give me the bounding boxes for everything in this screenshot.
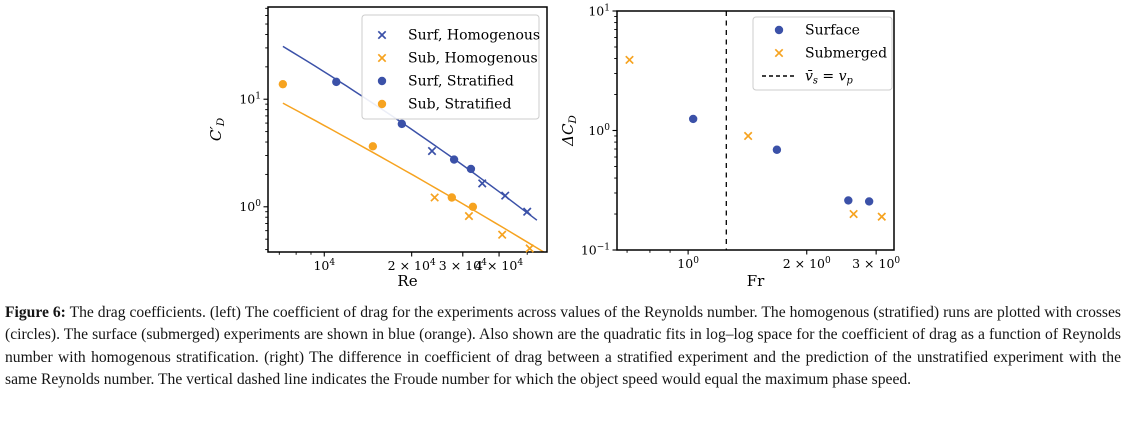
data-point-circle [368,142,378,151]
data-point-circle [466,164,476,174]
legend-label: Sub, Stratified [408,97,511,113]
series-circle [332,77,476,174]
data-point-circle [397,119,407,129]
x-tick-label: 2 × 104 [388,258,436,273]
data-point-circle [468,202,478,211]
y-axis-label: C′D [207,117,227,141]
data-point-cross [464,211,474,221]
data-point-cross [743,131,753,141]
y-tick-label: 101 [239,92,261,107]
y-tick-label: 101 [588,3,610,18]
data-point-cross [497,230,507,240]
data-point-circle [774,25,784,35]
legend-label: Surf, Homogenous [408,28,540,44]
legend-label: v̄s = vp [805,69,854,87]
data-point-cross [625,55,634,65]
series-circle [688,114,874,206]
x-tick-label: 104 [313,258,335,273]
x-tick-label: 2 × 100 [783,256,831,271]
data-point-cross [377,53,387,63]
figure-caption: Figure 6: The drag coefficients. (left) … [5,302,1121,391]
data-point-cross [427,146,437,156]
data-point-circle [377,76,387,86]
data-point-cross [525,244,535,253]
data-point-circle [377,99,387,109]
data-point-circle [447,193,457,202]
data-point-circle [864,197,874,206]
y-axis-label: ΔCD [560,115,579,147]
data-point-cross [849,209,858,219]
data-point-circle [844,196,853,205]
y-tick-label: 100 [588,123,610,138]
fit-line [282,102,545,253]
series-cross [625,55,887,221]
y-tick-label: 100 [239,199,261,214]
legend-label: Surf, Stratified [408,74,514,90]
figure-caption-text: The drag coefficients. (left) The coeffi… [5,304,1121,388]
x-axis-label: Fr [747,272,765,290]
data-point-cross [430,193,439,202]
right-plot-delta-drag: 100 2 × 100 3 × 100 101 100 10−1 Fr ΔCD Surface S… [560,3,900,290]
y-tick-label: 10−1 [581,242,610,257]
data-point-circle [772,145,782,154]
x-tick-label: 3 × 104 [439,258,487,273]
data-point-circle [332,77,341,87]
series-circle [278,79,478,211]
legend-label: Surface [805,23,860,39]
legend-label: Submerged [805,46,887,62]
series-cross [427,146,532,217]
data-point-cross [477,179,487,188]
legend-label: Sub, Homogenous [408,51,538,67]
figure-plots: 104 2 × 104 3 × 104 4 × 104 101 100 Re C′D Surf,… [207,3,900,290]
data-point-circle [449,155,459,164]
x-tick-label: 100 [677,256,699,271]
axes-box [267,6,548,253]
fit-line [282,45,538,221]
data-point-cross [522,207,532,217]
data-point-cross [774,48,784,58]
data-point-cross [377,30,387,40]
x-axis-label: Re [397,272,417,290]
figure-caption-label: Figure 6: [5,304,66,321]
legend-box [752,16,893,91]
x-tick-label: 3 × 100 [852,256,900,271]
data-point-cross [500,191,510,200]
series-cross [430,193,535,253]
x-tick-label: 4 × 104 [475,258,523,273]
data-point-circle [278,79,288,89]
data-point-circle [688,114,698,124]
data-point-cross [877,212,887,221]
legend-box [361,14,540,120]
